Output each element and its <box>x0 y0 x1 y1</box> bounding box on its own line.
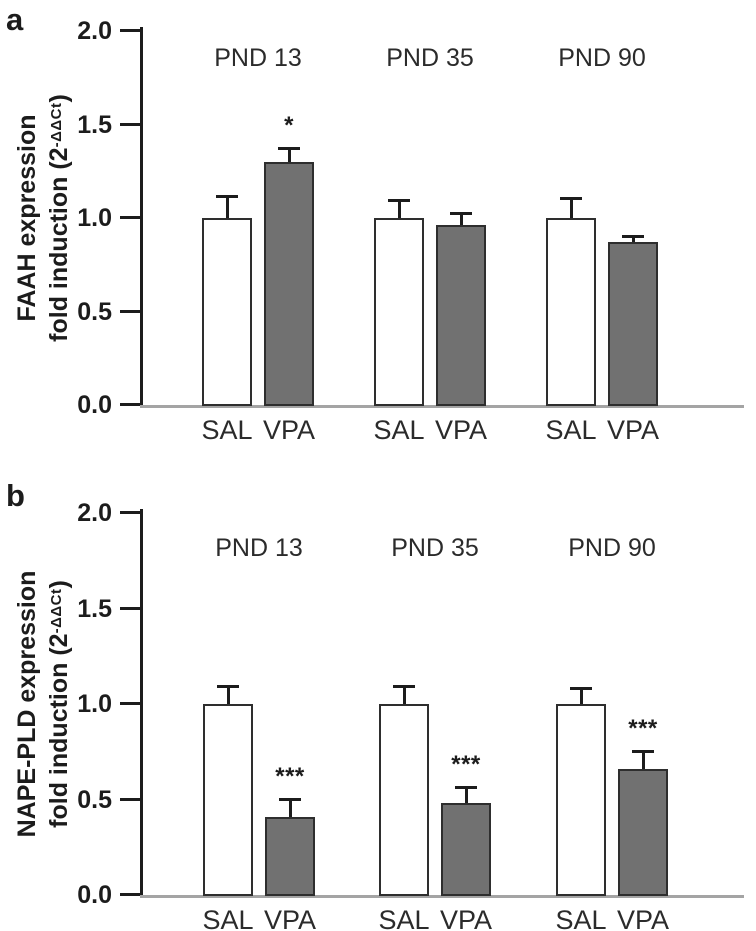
error-bar-cap <box>393 684 415 688</box>
y-tick-label: 1.5 <box>77 594 112 623</box>
error-bar-line <box>570 199 573 218</box>
bar-vpa-pnd90 <box>608 242 658 406</box>
bar-vpa-pnd90 <box>618 768 668 896</box>
y-tick-label: 1.0 <box>77 690 112 718</box>
bar-sal-pnd35 <box>374 218 424 406</box>
y-tick <box>120 29 140 32</box>
plot-area-a: 0.0 0.5 1.0 1.5 2.0 PND 13 SAL * VPA PND 35 SAL VPA… <box>77 17 744 445</box>
group-label: PND 13 <box>214 44 302 72</box>
error-bar-line <box>580 688 583 704</box>
error-bar-cap <box>560 197 582 201</box>
error-bar-cap <box>622 234 644 238</box>
group-label: PND 90 <box>558 44 646 72</box>
bar-x-label: SAL <box>202 905 254 931</box>
significance-label: *** <box>451 751 481 779</box>
y-tick-label: 1.0 <box>77 204 112 232</box>
plot-area-b: 0.0 0.5 1.0 1.5 2.0 PND 13 SAL *** VPA PND 35 SAL *… <box>0 466 756 931</box>
error-bar-cap <box>279 797 301 801</box>
bar-sal-pnd13 <box>203 704 253 896</box>
y-tick <box>120 702 140 705</box>
error-bar-cap <box>450 212 472 216</box>
group-label: PND 90 <box>568 534 656 562</box>
panel-a: a FAAH expression fold induction (2-ΔΔCt… <box>6 2 744 445</box>
error-bar-line <box>288 148 291 162</box>
bar-x-label: VPA <box>439 905 493 931</box>
bar-vpa-pnd13 <box>265 816 315 896</box>
bar-x-label: VPA <box>616 905 670 931</box>
significance-label: *** <box>628 714 658 742</box>
bar-x-label: VPA <box>262 415 316 445</box>
bar-x-label: VPA <box>263 905 317 931</box>
panel-letter-b: b <box>6 478 25 513</box>
error-bar-line <box>403 686 406 704</box>
y-tick-label: 0.0 <box>77 391 112 419</box>
error-bar-line <box>398 201 401 218</box>
bar-x-label: VPA <box>606 415 660 445</box>
error-bar-cap <box>455 786 477 790</box>
error-bar-cap <box>278 146 300 150</box>
y-tick <box>120 511 140 514</box>
y-tick <box>120 797 140 801</box>
y-tick <box>120 403 140 406</box>
group-label: PND 35 <box>391 534 479 562</box>
y-tick-label: 1.5 <box>77 110 112 139</box>
bar-sal-pnd13 <box>202 218 252 406</box>
bar-x-label: SAL <box>378 905 430 931</box>
bar-x-label: VPA <box>434 415 488 445</box>
error-bar-cap <box>388 199 410 203</box>
bar-x-label: SAL <box>373 415 425 445</box>
error-bar-line <box>642 751 645 769</box>
x-axis-baseline <box>140 405 744 408</box>
bar-vpa-pnd35 <box>436 225 486 406</box>
y-tick <box>120 216 140 219</box>
group-label: PND 35 <box>386 44 474 72</box>
error-bar-cap <box>216 195 238 199</box>
significance-label: * <box>284 111 294 139</box>
bar-sal-pnd35 <box>379 704 429 896</box>
group-label: PND 13 <box>215 534 303 562</box>
y-tick <box>120 893 140 896</box>
y-tick <box>120 606 140 610</box>
bar-vpa-pnd35 <box>441 803 491 896</box>
y-tick-label: 0.5 <box>77 297 112 326</box>
y-axis-line <box>140 509 143 898</box>
error-bar-line <box>465 788 468 804</box>
y-tick-label: 2.0 <box>77 17 112 45</box>
bar-vpa-pnd13 <box>264 161 314 406</box>
bar-sal-pnd90 <box>556 704 606 896</box>
error-bar-cap <box>632 749 654 753</box>
bar-x-label: SAL <box>555 905 607 931</box>
error-bar-line <box>227 686 230 704</box>
error-bar-cap <box>570 686 592 690</box>
y-tick <box>120 309 140 313</box>
panel-letter-a: a <box>6 2 24 37</box>
significance-label: *** <box>275 762 305 790</box>
x-axis-baseline <box>140 895 744 898</box>
error-bar-line <box>632 236 635 243</box>
y-tick-label: 2.0 <box>77 499 112 527</box>
bar-sal-pnd90 <box>546 218 596 406</box>
error-bar-line <box>289 799 292 817</box>
y-axis-line <box>140 27 143 408</box>
y-tick <box>120 122 140 126</box>
error-bar-line <box>226 197 229 218</box>
panel-b: b NAPE-PLD expression fold induction (2-… <box>0 466 756 931</box>
error-bar-cap <box>217 684 239 688</box>
y-tick-label: 0.0 <box>77 881 112 909</box>
y-tick-label: 0.5 <box>77 785 112 814</box>
bar-x-label: SAL <box>545 415 597 445</box>
error-bar-line <box>460 214 463 226</box>
bar-x-label: SAL <box>201 415 253 445</box>
